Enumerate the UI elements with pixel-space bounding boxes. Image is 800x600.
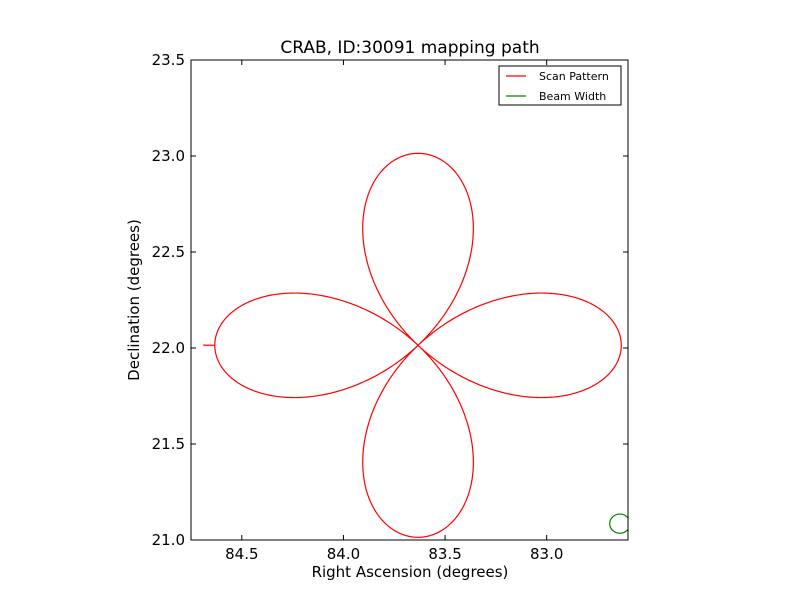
y-axis-label: Declination (degrees) bbox=[125, 219, 143, 381]
y-tick-label: 22.5 bbox=[152, 243, 185, 261]
y-tick-label: 22.0 bbox=[152, 339, 185, 357]
legend-label-scan-pattern: Scan Pattern bbox=[539, 70, 609, 83]
y-axis: 21.0 21.5 22.0 22.5 23.0 23.5 bbox=[152, 51, 628, 549]
plot-area-frame bbox=[190, 59, 629, 541]
series-layer bbox=[203, 152, 628, 538]
x-tick-label: 83.5 bbox=[428, 545, 461, 563]
x-tick-label: 84.0 bbox=[327, 545, 360, 563]
x-axis-label: Right Ascension (degrees) bbox=[312, 563, 509, 581]
y-tick-label: 21.0 bbox=[152, 531, 185, 549]
x-axis: 84.5 84.0 83.5 83.0 bbox=[225, 60, 563, 563]
y-tick-label: 23.5 bbox=[152, 51, 185, 69]
y-tick-label: 23.0 bbox=[152, 147, 185, 165]
legend-box bbox=[498, 65, 622, 106]
legend-label-beam-width: Beam Width bbox=[539, 90, 606, 103]
chart-title: CRAB, ID:30091 mapping path bbox=[280, 38, 539, 58]
x-tick-label: 84.5 bbox=[225, 545, 258, 563]
legend: Scan Pattern Beam Width bbox=[498, 65, 622, 106]
y-tick-label: 21.5 bbox=[152, 435, 185, 453]
beam-width-circle bbox=[609, 513, 628, 534]
scan-pattern-line bbox=[203, 152, 622, 538]
x-tick-label: 83.0 bbox=[530, 545, 563, 563]
